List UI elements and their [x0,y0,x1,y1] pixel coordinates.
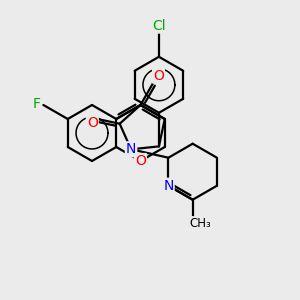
Text: N: N [163,179,174,193]
Text: O: O [153,69,164,82]
Text: N: N [126,142,136,156]
Text: O: O [135,154,146,168]
Text: CH₃: CH₃ [190,217,212,230]
Text: Cl: Cl [152,19,166,33]
Text: F: F [32,97,40,111]
Text: O: O [87,116,98,130]
